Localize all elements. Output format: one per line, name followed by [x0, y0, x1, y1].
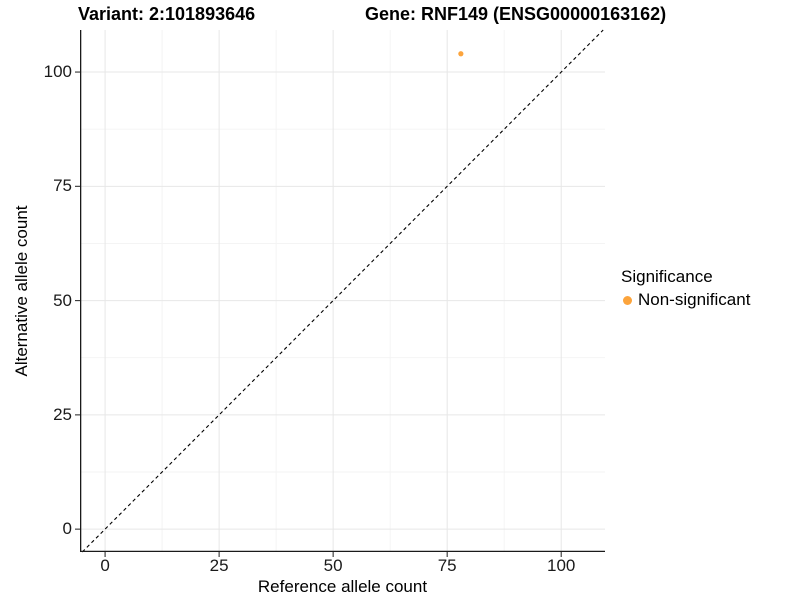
- x-tick-label: 75: [437, 556, 457, 575]
- plot-title-variant: Variant: 2:101893646: [78, 4, 256, 24]
- y-tick-label: 0: [62, 519, 72, 539]
- x-tick-label: 25: [209, 556, 229, 575]
- plot-title-gene: Gene: RNF149 (ENSG00000163162): [365, 4, 667, 24]
- y-tick-label: 25: [53, 404, 72, 424]
- x-tick-label: 0: [100, 556, 110, 575]
- y-tick-label: 50: [53, 290, 72, 310]
- legend-title: Significance: [621, 267, 713, 286]
- x-tick-label: 100: [547, 556, 576, 575]
- y-tick-label: 100: [43, 62, 72, 82]
- legend-point-icon: [623, 295, 632, 305]
- legend-item-label: Non-significant: [638, 290, 751, 309]
- legend: Significance Non-significant: [621, 266, 750, 310]
- y-tick-label: 75: [53, 176, 72, 196]
- identity-line: [81, 29, 604, 553]
- plot-panel: [75, 29, 605, 557]
- x-axis-title: Reference allele count: [257, 577, 428, 596]
- legend-item-non-significant: Non-significant: [621, 290, 750, 310]
- data-point: [458, 51, 464, 57]
- plot-canvas: [75, 29, 605, 557]
- x-tick-label: 50: [323, 556, 343, 575]
